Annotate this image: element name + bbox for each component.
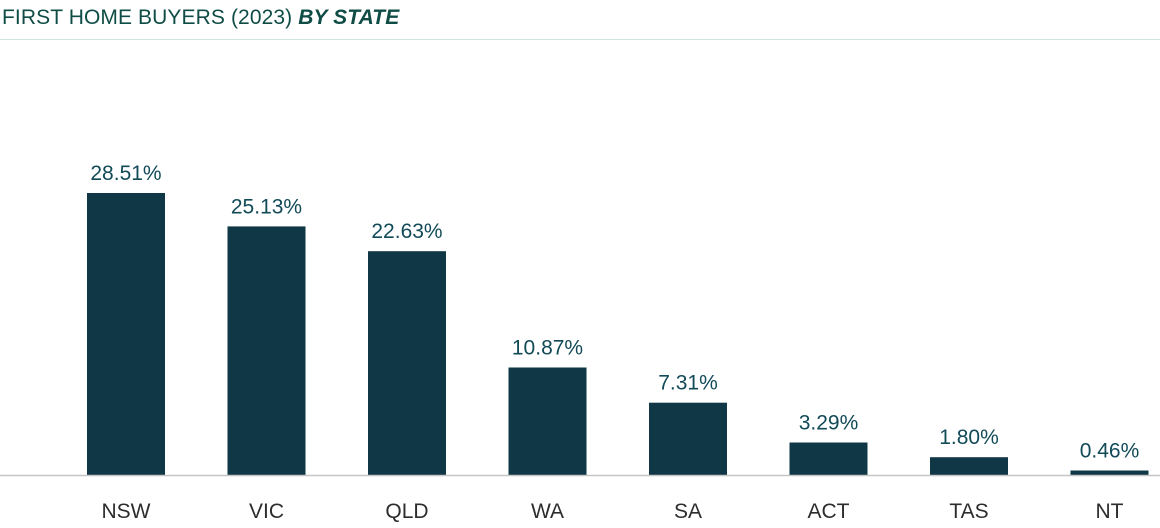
chart-title-emphasis: BY STATE	[298, 6, 400, 29]
category-label-tas: TAS	[949, 500, 988, 523]
bar-group	[87, 193, 1149, 475]
category-label-nt: NT	[1096, 500, 1124, 523]
category-label-qld: QLD	[385, 500, 428, 523]
value-label-nsw: 28.51%	[90, 162, 161, 185]
bar-vic	[227, 226, 306, 475]
category-label-wa: WA	[531, 500, 564, 523]
bar-sa	[649, 402, 727, 475]
bar-qld	[368, 251, 446, 475]
value-label-sa: 7.31%	[658, 372, 718, 395]
value-label-wa: 10.87%	[512, 337, 583, 360]
category-label-group: NSW VIC QLD WA SA ACT TAS NT	[102, 500, 1124, 523]
value-label-group: 28.51% 25.13% 22.63% 10.87% 7.31% 3.29% 1.80% 0…	[90, 162, 1139, 463]
bar-nsw	[87, 193, 165, 475]
category-label-vic: VIC	[249, 500, 284, 523]
value-label-nt: 0.46%	[1080, 440, 1140, 463]
value-label-act: 3.29%	[799, 412, 859, 435]
bar-nt	[1070, 470, 1149, 475]
bar-wa	[508, 367, 587, 475]
chart-title-plain: FIRST HOME BUYERS (2023)	[2, 6, 299, 29]
bar-act	[789, 442, 868, 475]
chart-header: FIRST HOME BUYERS (2023) BY STATE	[0, 0, 1160, 40]
value-label-tas: 1.80%	[939, 426, 999, 449]
category-label-act: ACT	[808, 500, 850, 523]
value-label-vic: 25.13%	[231, 195, 302, 218]
chart-title: FIRST HOME BUYERS (2023) BY STATE	[2, 5, 399, 31]
bar-tas	[930, 457, 1008, 475]
category-label-sa: SA	[674, 500, 702, 523]
category-label-nsw: NSW	[102, 500, 151, 523]
value-label-qld: 22.63%	[371, 220, 442, 243]
